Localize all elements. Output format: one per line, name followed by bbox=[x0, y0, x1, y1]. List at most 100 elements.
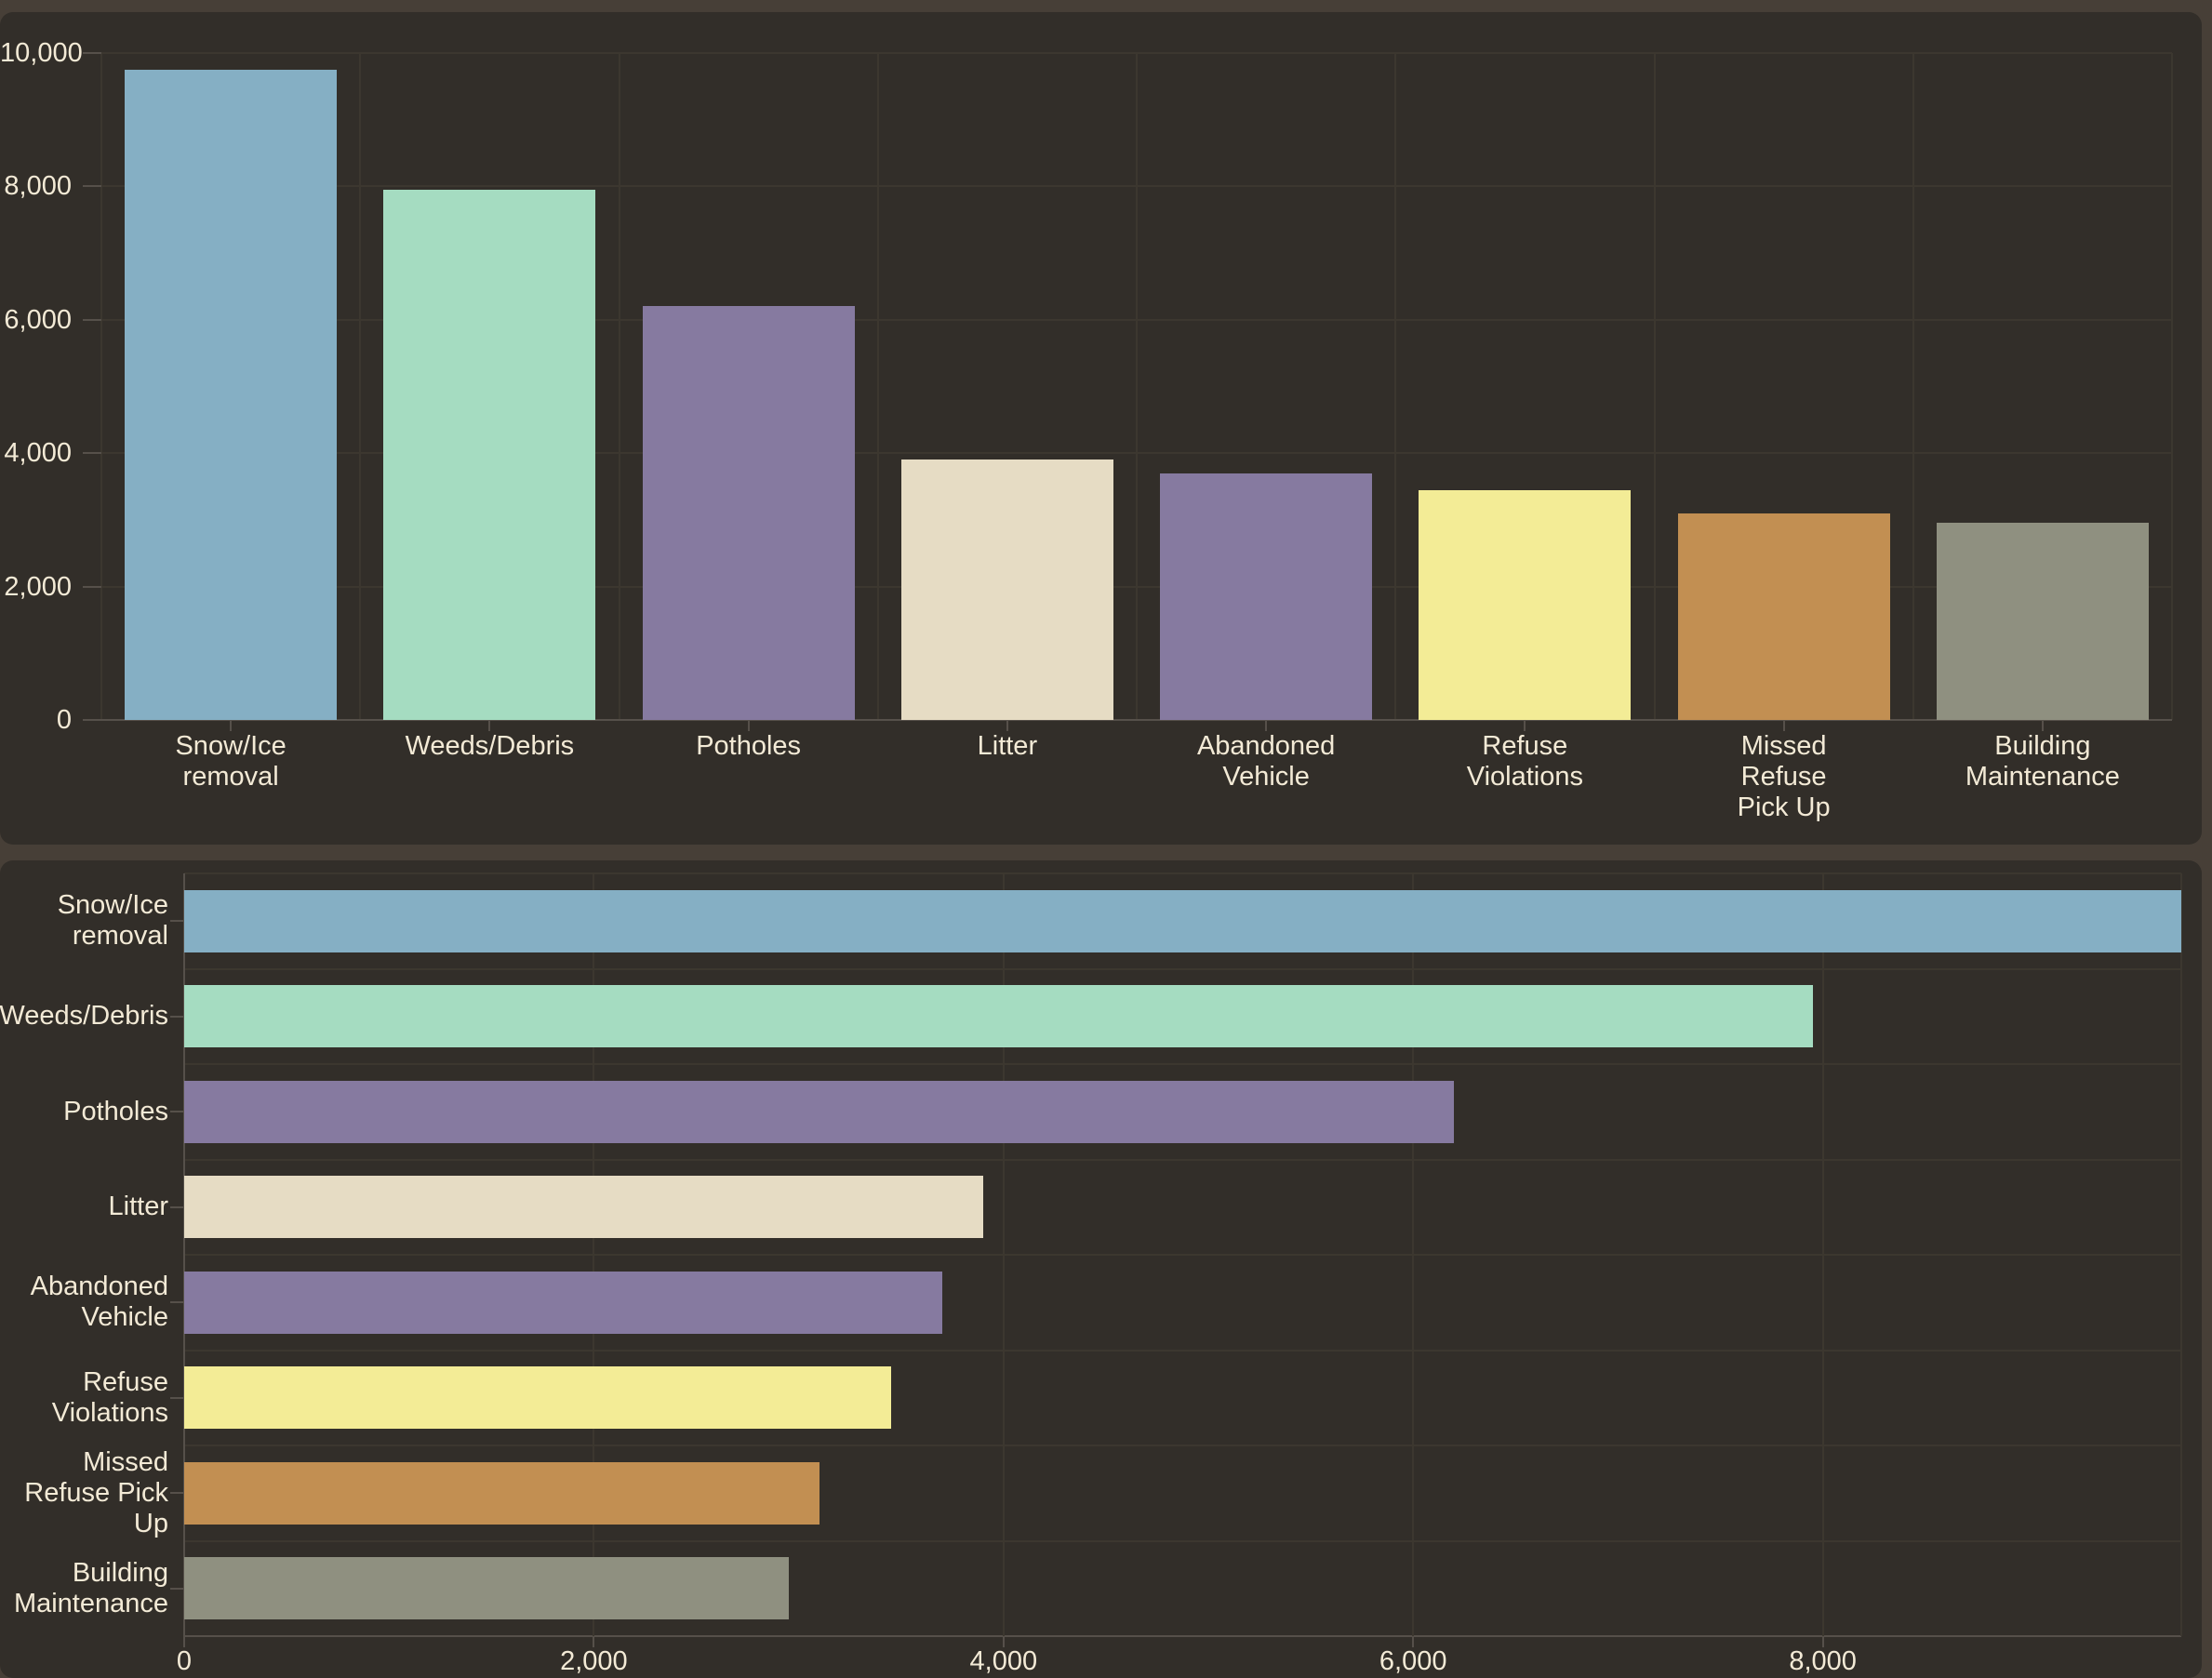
y-axis-label: 2,000 bbox=[4, 571, 72, 602]
y-axis-tick bbox=[83, 452, 101, 455]
grid-line-vertical bbox=[1136, 53, 1138, 720]
bar-snow-ice-removal[interactable] bbox=[125, 69, 338, 720]
x-axis-tick bbox=[747, 720, 750, 731]
bar-potholes[interactable] bbox=[642, 306, 855, 720]
bar-litter[interactable] bbox=[184, 1176, 983, 1239]
category-label-litter: Litter bbox=[977, 731, 1038, 761]
bar-litter[interactable] bbox=[900, 459, 1113, 720]
grid-line-vertical bbox=[618, 53, 620, 720]
bar-building-maintenance[interactable] bbox=[1936, 523, 2149, 720]
y-axis-label: 10,000 bbox=[0, 38, 83, 68]
x-axis-label: 4,000 bbox=[969, 1646, 1038, 1676]
y-axis-label: 4,000 bbox=[4, 438, 72, 469]
bar-missed-refuse-pick-up[interactable] bbox=[184, 1461, 820, 1525]
y-axis-tick bbox=[170, 1111, 184, 1113]
x-axis-label: 6,000 bbox=[1379, 1646, 1447, 1676]
grid-line-horizontal bbox=[101, 452, 2172, 455]
y-axis-tick bbox=[83, 585, 101, 588]
y-axis-line bbox=[183, 873, 185, 1636]
grid-line-vertical bbox=[1653, 53, 1656, 720]
grid-line-vertical bbox=[2171, 53, 2173, 720]
y-axis-tick bbox=[170, 920, 184, 923]
grid-line-horizontal bbox=[184, 1445, 2181, 1446]
grid-line-horizontal bbox=[184, 1254, 2181, 1256]
category-label-building-maintenance: Building Maintenance bbox=[13, 1557, 168, 1618]
grid-line-horizontal bbox=[184, 1158, 2181, 1161]
grid-line-horizontal bbox=[101, 318, 2172, 321]
grid-line-horizontal bbox=[184, 1349, 2181, 1352]
bar-snow-ice-removal[interactable] bbox=[184, 889, 2181, 952]
bar-weeds-debris[interactable] bbox=[184, 985, 1813, 1048]
grid-line-vertical bbox=[1821, 873, 1824, 1636]
x-axis-tick bbox=[1265, 720, 1268, 731]
category-label-refuse-violations: Refuse Violations bbox=[51, 1366, 168, 1428]
y-axis-tick bbox=[170, 1015, 184, 1018]
category-label-missed-refuse-pick-up: Missed Refuse Pick Up bbox=[1737, 731, 1831, 822]
x-axis-label: 0 bbox=[176, 1646, 193, 1676]
y-axis-label: 0 bbox=[56, 705, 72, 735]
y-axis-tick bbox=[170, 1396, 184, 1399]
x-axis-tick bbox=[1412, 1636, 1415, 1647]
category-label-weeds-debris: Weeds/Debris bbox=[405, 731, 575, 761]
category-label-refuse-violations: Refuse Violations bbox=[1466, 731, 1583, 792]
x-axis-tick bbox=[1821, 1636, 1824, 1647]
complaints-vertical-bar-chart: 0 2,000 4,000 6,000 8,000 10,000 Snow/Ice remo… bbox=[0, 12, 2202, 845]
x-axis-line bbox=[101, 719, 2172, 721]
grid-line-vertical bbox=[100, 53, 102, 720]
x-axis-line bbox=[184, 1635, 2181, 1637]
x-axis-label: 8,000 bbox=[1789, 1646, 1857, 1676]
y-axis-tick bbox=[170, 1205, 184, 1208]
grid-line-vertical bbox=[1394, 53, 1397, 720]
x-axis-tick bbox=[183, 1636, 185, 1647]
bar-abandoned-vehicle[interactable] bbox=[184, 1271, 942, 1334]
grid-line-horizontal bbox=[101, 185, 2172, 188]
x-axis-tick bbox=[1006, 720, 1008, 731]
grid-line-horizontal bbox=[184, 872, 2181, 874]
x-axis-tick bbox=[1002, 1636, 1005, 1647]
bar-refuse-violations[interactable] bbox=[1419, 489, 1632, 720]
bar-potholes[interactable] bbox=[184, 1080, 1455, 1143]
y-axis-tick bbox=[83, 185, 101, 188]
grid-line-vertical bbox=[876, 53, 879, 720]
category-label-abandoned-vehicle: Abandoned Vehicle bbox=[1196, 731, 1336, 792]
grid-line-horizontal bbox=[184, 967, 2181, 970]
grid-line-vertical bbox=[593, 873, 595, 1636]
y-axis-tick bbox=[170, 1492, 184, 1495]
y-axis-tick bbox=[83, 318, 101, 321]
y-axis-tick bbox=[83, 719, 101, 721]
complaints-horizontal-bar-chart: 0 2,000 4,000 6,000 8,000 Snow/Ice removal Wee… bbox=[0, 860, 2202, 1678]
x-axis-label: 2,000 bbox=[560, 1646, 628, 1676]
y-axis-tick bbox=[83, 52, 101, 54]
category-label-potholes: Potholes bbox=[696, 731, 802, 761]
category-label-missed-refuse-pick-up: Missed Refuse Pick Up bbox=[24, 1446, 168, 1538]
y-axis-label: 6,000 bbox=[4, 304, 72, 335]
bar-abandoned-vehicle[interactable] bbox=[1160, 473, 1373, 720]
x-axis-tick bbox=[488, 720, 491, 731]
y-axis-tick bbox=[170, 1301, 184, 1304]
bar-building-maintenance[interactable] bbox=[184, 1557, 789, 1620]
category-label-snow-ice-removal: Snow/Ice removal bbox=[175, 731, 286, 792]
category-label-snow-ice-removal: Snow/Ice removal bbox=[57, 890, 168, 952]
grid-line-vertical bbox=[1412, 873, 1415, 1636]
grid-line-horizontal bbox=[184, 1539, 2181, 1542]
x-axis-tick bbox=[1782, 720, 1785, 731]
y-axis-label: 8,000 bbox=[4, 171, 72, 202]
category-label-potholes: Potholes bbox=[63, 1096, 168, 1126]
x-axis-tick bbox=[1524, 720, 1526, 731]
grid-line-vertical bbox=[1002, 873, 1005, 1636]
grid-line-horizontal bbox=[101, 585, 2172, 588]
bar-missed-refuse-pick-up[interactable] bbox=[1677, 513, 1890, 720]
bar-refuse-violations[interactable] bbox=[184, 1366, 891, 1430]
grid-line-horizontal bbox=[101, 52, 2172, 54]
x-axis-tick bbox=[230, 720, 233, 731]
category-label-litter: Litter bbox=[108, 1192, 168, 1222]
bar-weeds-debris[interactable] bbox=[383, 189, 596, 720]
grid-line-vertical bbox=[1912, 53, 1914, 720]
category-label-building-maintenance: Building Maintenance bbox=[1965, 731, 2120, 792]
grid-line-vertical bbox=[2180, 873, 2182, 1636]
y-axis-tick bbox=[170, 1587, 184, 1590]
x-axis-tick bbox=[2041, 720, 2044, 731]
x-axis-tick bbox=[593, 1636, 595, 1647]
grid-line-vertical bbox=[359, 53, 362, 720]
